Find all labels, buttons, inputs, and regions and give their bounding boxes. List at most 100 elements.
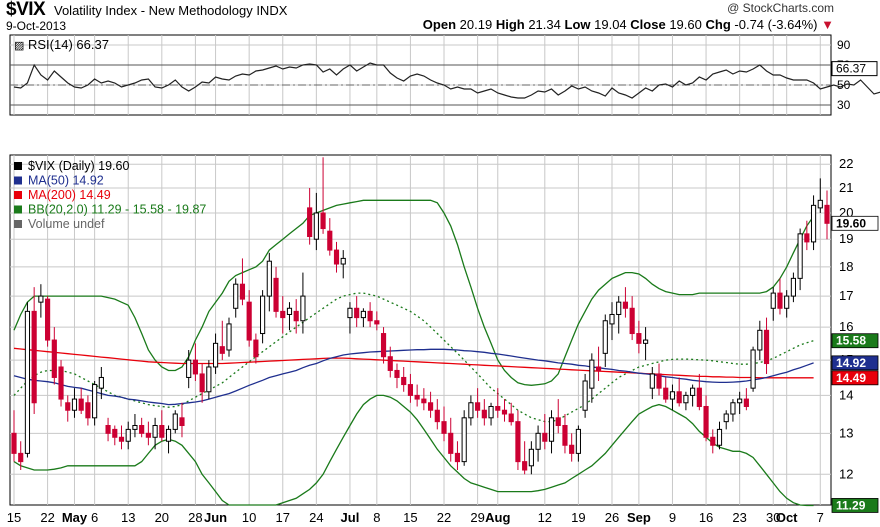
candle-body: [280, 310, 286, 319]
candle-body: [690, 387, 696, 396]
candle-body: [622, 301, 629, 309]
candle-body: [401, 376, 407, 386]
candle-body: [750, 349, 756, 389]
candle-body: [468, 402, 474, 419]
candle-body: [602, 320, 608, 354]
candle-body: [347, 307, 353, 319]
candle-body: [192, 359, 198, 375]
candle-body: [233, 283, 239, 309]
candle-body: [307, 207, 313, 238]
candle: [582, 373, 588, 418]
chart-header: $VIX Volatility Index - New Methodology …: [0, 0, 880, 34]
candle: [212, 333, 219, 374]
candle: [555, 399, 561, 434]
candle-body: [535, 432, 541, 450]
candle: [24, 302, 31, 458]
candle-body: [683, 394, 689, 404]
legend-swatch: [14, 205, 22, 214]
candle: [575, 425, 581, 462]
candle-body: [340, 257, 346, 265]
chg-value: -0.74 (-3.64%): [734, 17, 818, 32]
down-arrow-icon: ▼: [821, 17, 834, 32]
candle-body: [118, 436, 125, 442]
candle-body: [595, 366, 602, 371]
x-tick-label: 12: [538, 510, 552, 525]
candle: [468, 395, 474, 426]
x-tick-label: 10: [242, 510, 256, 525]
candle: [515, 410, 521, 471]
candle-body: [367, 310, 373, 322]
candle-body: [273, 277, 279, 312]
candle: [522, 441, 528, 475]
candle: [192, 343, 198, 381]
candle-body: [575, 428, 581, 454]
candle: [488, 402, 494, 426]
x-tick-label: Oct: [776, 510, 798, 525]
candle: [804, 220, 810, 251]
high-label: High: [495, 17, 525, 32]
candle: [750, 346, 756, 392]
candle: [810, 195, 817, 251]
rsi-line: [13, 62, 880, 99]
candle: [441, 406, 447, 442]
candle-body: [488, 405, 494, 419]
legend-label: Volume undef: [28, 217, 105, 231]
open-label: Open: [422, 17, 457, 32]
candle: [307, 188, 313, 245]
candle-body: [38, 295, 44, 303]
symbol-title: $VIX: [6, 0, 46, 20]
candle-body: [777, 292, 783, 309]
candle: [663, 377, 669, 403]
candle-body: [757, 329, 763, 351]
candle-body: [817, 199, 823, 209]
candle: [710, 429, 716, 454]
candle-body: [125, 428, 131, 442]
candle: [824, 190, 830, 240]
high-value: 21.34: [528, 17, 561, 32]
candle-body: [18, 452, 24, 463]
price-value-label: 19.60: [836, 216, 866, 230]
candle: [817, 178, 823, 213]
open-value: 20.19: [459, 17, 493, 32]
candle-body: [360, 310, 366, 319]
x-tick-label: 13: [121, 510, 135, 525]
price-value-label: 15.58: [836, 334, 866, 348]
candle: [300, 272, 306, 334]
candle: [152, 417, 158, 450]
price-tick-label: 12: [839, 466, 853, 481]
candle-body: [434, 409, 440, 423]
candle: [360, 308, 366, 328]
candle: [165, 425, 172, 454]
candle-body: [112, 428, 118, 438]
candle-body: [24, 310, 31, 454]
candle-body: [407, 384, 414, 396]
candle-body: [441, 421, 447, 434]
candle-body: [260, 295, 266, 335]
candle: [58, 360, 64, 407]
candle: [31, 287, 37, 415]
candle: [763, 317, 770, 374]
candle: [125, 421, 131, 450]
candle-body: [98, 376, 104, 389]
x-tick-label: 24: [309, 510, 323, 525]
candle: [784, 290, 790, 318]
candle: [569, 433, 575, 462]
x-tick-label: 6: [91, 510, 98, 525]
legend-swatch: [14, 220, 22, 228]
candle: [629, 296, 635, 341]
candle: [535, 425, 541, 462]
candle-body: [427, 402, 434, 411]
candle: [139, 417, 145, 438]
candle-body: [145, 432, 151, 438]
candle: [273, 266, 279, 318]
chg-label: Chg: [705, 17, 731, 32]
candle-body: [669, 391, 676, 400]
candle: [797, 228, 803, 291]
candle: [112, 425, 118, 446]
price-tick-label: 18: [839, 259, 853, 274]
candle-body: [495, 405, 501, 411]
price-tick-label: 22: [839, 156, 853, 171]
candle-body: [71, 398, 78, 411]
candle: [703, 395, 709, 442]
